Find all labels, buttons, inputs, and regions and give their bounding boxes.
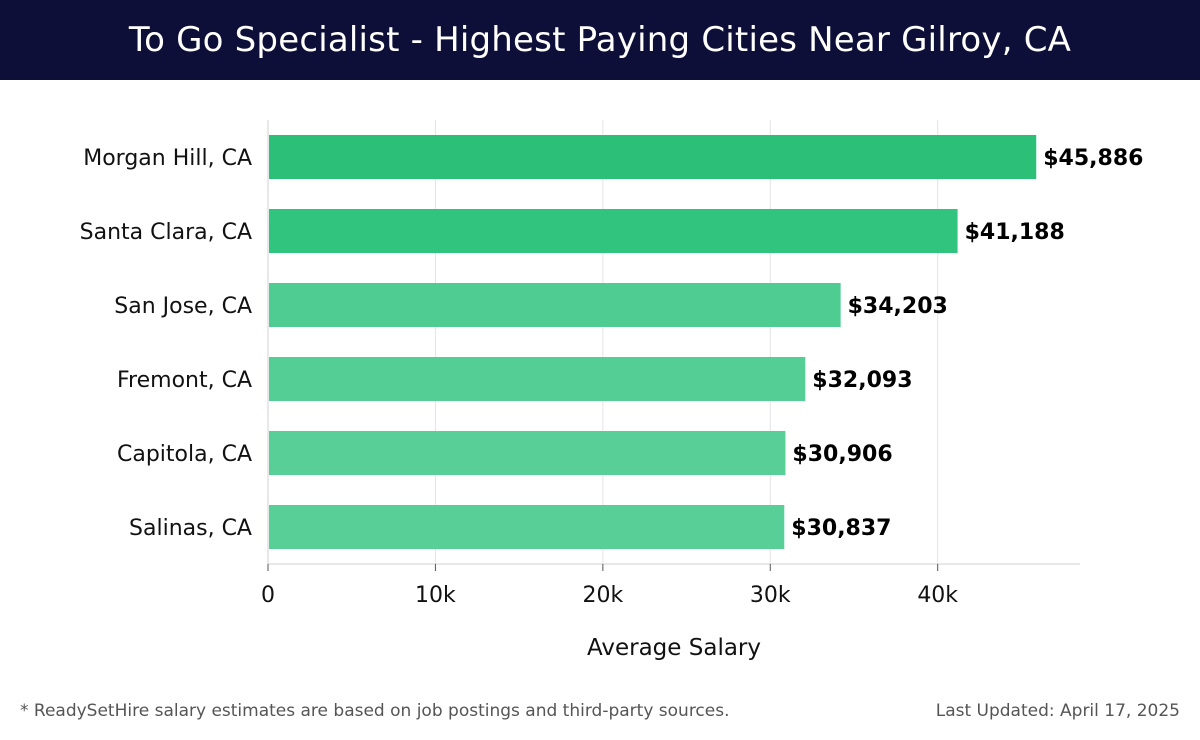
bar: [269, 283, 841, 327]
data-label: $41,188: [965, 220, 1065, 245]
data-label: $30,837: [791, 516, 891, 541]
x-tick-label: 30k: [750, 583, 791, 608]
category-label: Santa Clara, CA: [80, 220, 252, 245]
bar: [269, 135, 1037, 179]
x-axis-title: Average Salary: [587, 635, 761, 661]
data-label: $30,906: [792, 442, 892, 467]
category-label: Morgan Hill, CA: [83, 146, 252, 171]
bar: [269, 357, 806, 401]
x-tick-label: 40k: [917, 583, 958, 608]
bar: [269, 505, 785, 549]
category-label: Fremont, CA: [117, 368, 252, 393]
data-label: $45,886: [1043, 146, 1143, 171]
category-label: Salinas, CA: [129, 516, 252, 541]
bar: [269, 431, 786, 475]
data-label: $32,093: [812, 368, 912, 393]
last-updated: Last Updated: April 17, 2025: [935, 701, 1180, 721]
x-tick-label: 10k: [415, 583, 456, 608]
category-label: San Jose, CA: [114, 294, 252, 319]
category-label: Capitola, CA: [117, 442, 252, 467]
bar-chart: 0 10k 20k 30k 40k Morgan Hill, CA $45,886 Santa…: [80, 120, 1143, 661]
title-bar: To Go Specialist - Highest Paying Cities…: [0, 0, 1200, 80]
footer-note: * ReadySetHire salary estimates are base…: [20, 701, 730, 721]
chart-title: To Go Specialist - Highest Paying Cities…: [128, 20, 1072, 60]
x-tick-label: 0: [261, 583, 275, 608]
data-label: $34,203: [848, 294, 948, 319]
x-tick-label: 20k: [582, 583, 623, 608]
bar: [269, 209, 958, 253]
